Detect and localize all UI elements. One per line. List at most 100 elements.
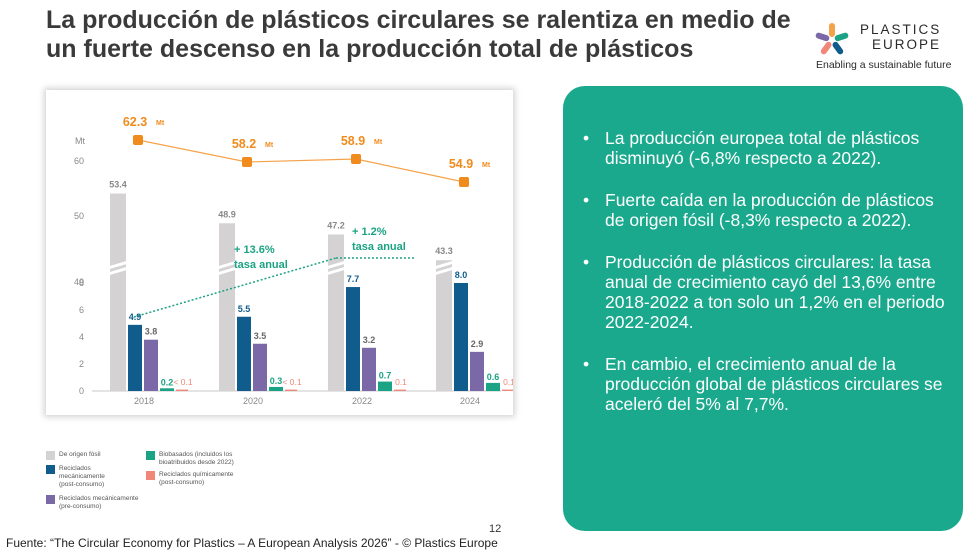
page-number: 12 (489, 523, 502, 535)
data-label-mech-post: 7.7 (347, 274, 360, 284)
legend-swatch-bio (146, 451, 155, 460)
finding-item: Fuerte caída en la producción de plástic… (577, 190, 951, 230)
bar-bio (378, 381, 392, 391)
data-label-mech-post: 8.0 (455, 270, 468, 280)
data-label-mech-pre: 3.5 (254, 331, 267, 341)
x-tick-label: 2018 (134, 396, 154, 406)
legend-label-chem: Reciclados químicamente (post-consumo) (159, 471, 234, 486)
y-unit-label: Mt (75, 136, 85, 146)
bar-chem (502, 389, 513, 391)
legend-item-chem: Reciclados químicamente (post-consumo) (146, 471, 233, 487)
data-label-mech-pre: 3.8 (145, 327, 158, 337)
logo-mark-icon (815, 23, 849, 55)
bar-mech-pre (253, 343, 267, 391)
finding-item: En cambio, el crecimiento anual de la pr… (577, 354, 951, 414)
data-label-mech-post: 5.5 (238, 304, 251, 314)
data-label-fossil: 48.9 (218, 209, 236, 219)
data-label-fossil: 43.3 (435, 246, 453, 256)
y-tick-label: 2 (79, 359, 84, 369)
axis-break-mark (107, 266, 129, 276)
axis-break-mark (433, 266, 455, 276)
finding-item: La producción europea total de plásticos… (577, 128, 951, 168)
y-tick-label: 50 (74, 211, 84, 221)
legend-item-mech-pre: Reciclados mecánicamente (pre-consumo) (46, 495, 138, 511)
data-label-chem: 0.1 (503, 377, 513, 387)
legend-swatch-mech-pre (46, 495, 55, 504)
key-findings-panel: La producción europea total de plásticos… (563, 86, 963, 531)
logo-line-2: EUROPE (872, 37, 942, 52)
data-label-fossil: 53.4 (109, 180, 127, 190)
data-label-mech-pre: 2.9 (471, 339, 484, 349)
bar-mech-post (346, 287, 360, 391)
legend-swatch-mech-post (46, 465, 55, 474)
y-tick-label: 6 (79, 305, 84, 315)
legend-label-mech-pre: Reciclados mecánicamente (pre-consumo) (59, 495, 139, 510)
finding-item: Producción de plásticos circulares: la t… (577, 252, 951, 332)
growth-annotation-1-text: tasa anual (234, 259, 288, 271)
page-title: La producción de plásticos circulares se… (46, 6, 791, 63)
bar-fossil (436, 260, 452, 391)
growth-annotation-2-value: + 1.2% (352, 226, 387, 238)
total-production-label: 58.2 (232, 137, 256, 151)
data-label-bio: 0.6 (487, 372, 500, 382)
total-production-unit: Mt (482, 162, 491, 169)
total-production-marker (351, 154, 361, 164)
x-tick-label: 2020 (243, 396, 263, 406)
total-production-marker (459, 177, 469, 187)
bar-chem (394, 389, 406, 391)
growth-trend-line-2018-2022 (133, 257, 337, 318)
legend-label-bio: Biobasados (incluidos los bioatribuidos … (159, 451, 234, 466)
total-production-marker (133, 135, 143, 145)
bar-mech-post (128, 324, 142, 391)
bar-mech-pre (362, 347, 376, 391)
bar-bio (160, 388, 174, 391)
data-label-bio: 0.2 (161, 377, 174, 387)
bar-mech-post (454, 283, 468, 391)
y-tick-label: 8 (79, 278, 84, 288)
data-label-fossil: 47.2 (327, 220, 345, 230)
total-production-marker (242, 157, 252, 167)
bar-fossil (110, 193, 126, 391)
y-tick-label: 4 (79, 332, 84, 342)
plastics-europe-logo: PLASTICS EUROPE Enabling a sustainable f… (812, 18, 962, 74)
bar-bio (486, 382, 500, 391)
legend-swatch-fossil (46, 451, 55, 460)
data-label-chem: < 0.1 (173, 377, 192, 387)
bar-bio (269, 386, 283, 391)
bar-mech-post (237, 316, 251, 391)
x-tick-label: 2024 (460, 396, 480, 406)
legend-item-fossil: De origen fósil (46, 451, 101, 460)
source-note: Fuente: “The Circular Economy for Plasti… (6, 536, 498, 550)
y-tick-label: 0 (79, 386, 84, 396)
chart-card: Mt 0 2 4 6 8 40 50 60 53.4 4.9 3.8 0.2 < 0.1 2018 48.9 5… (46, 90, 513, 415)
growth-annotation-2-text: tasa anual (352, 241, 406, 253)
logo-line-1: PLASTICS (860, 22, 942, 37)
bar-mech-pre (470, 351, 484, 391)
axis-break-mark (216, 260, 238, 270)
y-tick-label: 60 (74, 156, 84, 166)
legend-swatch-chem (146, 471, 155, 480)
bar-fossil (219, 223, 235, 391)
total-production-unit: Mt (374, 139, 383, 146)
chart-legend: De origen fósil Reciclados mecánicamente… (46, 445, 256, 517)
total-production-line (137, 139, 465, 183)
data-label-chem: < 0.1 (282, 377, 301, 387)
data-label-bio: 0.7 (379, 371, 392, 381)
legend-item-mech-post: Reciclados mecánicamente (post-consumo) (46, 465, 105, 489)
data-label-bio: 0.3 (270, 376, 283, 386)
total-production-label: 62.3 (123, 115, 147, 129)
total-production-label: 58.9 (341, 134, 365, 148)
axis-break-mark (325, 260, 347, 270)
bar-chem (176, 389, 188, 391)
legend-label-fossil: De origen fósil (59, 451, 101, 458)
axis-break-mark (107, 260, 129, 270)
x-tick-label: 2022 (352, 396, 372, 406)
bar-chem (285, 389, 297, 391)
axis-break-mark (325, 266, 347, 276)
total-production-label: 54.9 (449, 157, 473, 171)
total-production-unit: Mt (265, 142, 274, 149)
legend-item-bio: Biobasados (incluidos los bioatribuidos … (146, 451, 234, 467)
y-tick-label: 40 (74, 277, 84, 287)
legend-label-mech-post: Reciclados mecánicamente (post-consumo) (59, 465, 105, 488)
